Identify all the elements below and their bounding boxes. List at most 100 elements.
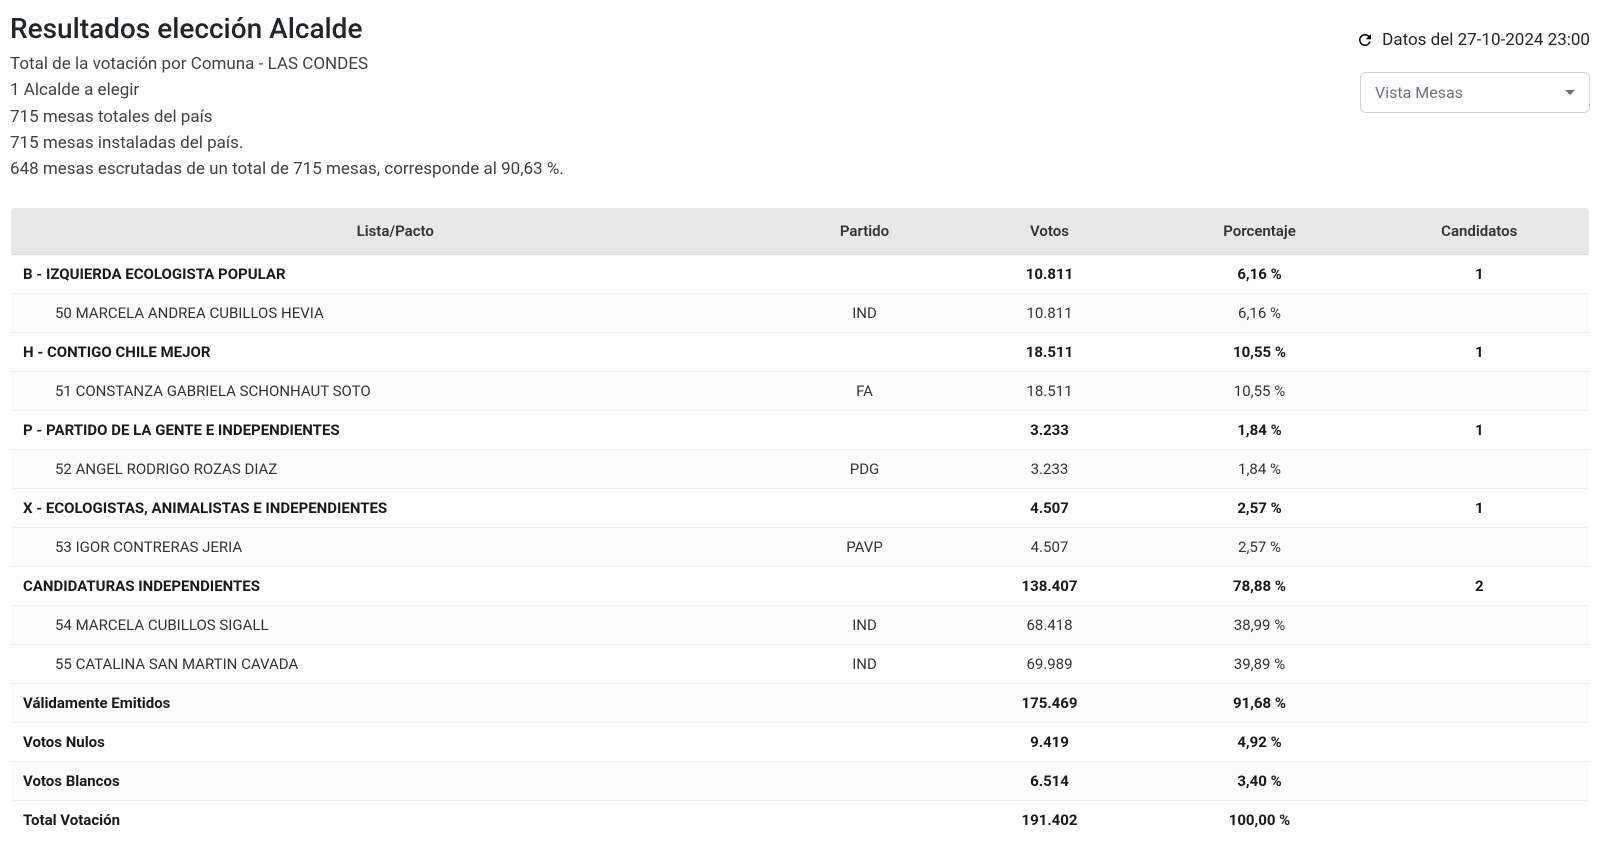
cell-cand (1370, 761, 1590, 800)
cell-name: 52 ANGEL RODRIGO ROZAS DIAZ (11, 449, 780, 488)
cell-cand: 1 (1370, 410, 1590, 449)
cell-pct: 2,57 % (1150, 527, 1370, 566)
cell-pct: 91,68 % (1150, 683, 1370, 722)
cell-votes: 18.511 (950, 332, 1150, 371)
table-row: H - CONTIGO CHILE MEJOR 18.51110,55 %1 (11, 332, 1590, 371)
table-row: 50 MARCELA ANDREA CUBILLOS HEVIAIND10.81… (11, 293, 1590, 332)
cell-name: B - IZQUIERDA ECOLOGISTA POPULAR (11, 254, 780, 293)
cell-name: Total Votación (11, 800, 780, 839)
header-region: Resultados elección Alcalde Total de la … (10, 12, 1590, 183)
cell-cand (1370, 644, 1590, 683)
cell-votes: 9.419 (950, 722, 1150, 761)
subtitle-line-3: 715 mesas totales del país (10, 104, 1356, 130)
cell-party (780, 410, 950, 449)
table-row: 53 IGOR CONTRERAS JERIAPAVP4.5072,57 % (11, 527, 1590, 566)
cell-party (780, 488, 950, 527)
caret-down-icon (1565, 90, 1575, 95)
cell-cand (1370, 449, 1590, 488)
cell-name: X - ECOLOGISTAS, ANIMALISTAS E INDEPENDI… (11, 488, 780, 527)
cell-votes: 3.233 (950, 410, 1150, 449)
cell-votes: 4.507 (950, 527, 1150, 566)
cell-name: 51 CONSTANZA GABRIELA SCHONHAUT SOTO (11, 371, 780, 410)
page-title: Resultados elección Alcalde (10, 12, 1356, 45)
cell-cand (1370, 722, 1590, 761)
timestamp-text: Datos del 27-10-2024 23:00 (1382, 30, 1590, 50)
cell-name: 54 MARCELA CUBILLOS SIGALL (11, 605, 780, 644)
cell-party (780, 800, 950, 839)
cell-party: IND (780, 293, 950, 332)
cell-votes: 191.402 (950, 800, 1150, 839)
cell-votes: 3.233 (950, 449, 1150, 488)
cell-pct: 2,57 % (1150, 488, 1370, 527)
cell-votes: 18.511 (950, 371, 1150, 410)
subtitle-line-4: 715 mesas instaladas del país. (10, 130, 1356, 156)
cell-party: FA (780, 371, 950, 410)
cell-pct: 10,55 % (1150, 332, 1370, 371)
cell-votes: 6.514 (950, 761, 1150, 800)
cell-votes: 4.507 (950, 488, 1150, 527)
cell-name: CANDIDATURAS INDEPENDIENTES (11, 566, 780, 605)
cell-party: PAVP (780, 527, 950, 566)
cell-cand: 1 (1370, 488, 1590, 527)
cell-pct: 4,92 % (1150, 722, 1370, 761)
col-header-pct: Porcentaje (1150, 207, 1370, 254)
cell-party (780, 761, 950, 800)
cell-pct: 10,55 % (1150, 371, 1370, 410)
subtitle-line-2: 1 Alcalde a elegir (10, 77, 1356, 103)
col-header-party: Partido (780, 207, 950, 254)
cell-cand (1370, 605, 1590, 644)
table-row: P - PARTIDO DE LA GENTE E INDEPENDIENTES… (11, 410, 1590, 449)
table-row: CANDIDATURAS INDEPENDIENTES 138.40778,88 … (11, 566, 1590, 605)
cell-cand (1370, 527, 1590, 566)
cell-pct: 6,16 % (1150, 254, 1370, 293)
cell-name: 50 MARCELA ANDREA CUBILLOS HEVIA (11, 293, 780, 332)
header-left: Resultados elección Alcalde Total de la … (10, 12, 1356, 183)
cell-party (780, 254, 950, 293)
cell-votes: 69.989 (950, 644, 1150, 683)
cell-votes: 68.418 (950, 605, 1150, 644)
col-header-cand: Candidatos (1370, 207, 1590, 254)
cell-votes: 10.811 (950, 293, 1150, 332)
cell-cand: 1 (1370, 332, 1590, 371)
cell-party: IND (780, 605, 950, 644)
cell-name: H - CONTIGO CHILE MEJOR (11, 332, 780, 371)
cell-cand (1370, 371, 1590, 410)
cell-party: PDG (780, 449, 950, 488)
table-header-row: Lista/Pacto Partido Votos Porcentaje Can… (11, 207, 1590, 254)
table-row: 51 CONSTANZA GABRIELA SCHONHAUT SOTOFA18… (11, 371, 1590, 410)
dropdown-selected-label: Vista Mesas (1375, 83, 1463, 102)
cell-pct: 1,84 % (1150, 410, 1370, 449)
cell-pct: 78,88 % (1150, 566, 1370, 605)
cell-name: Válidamente Emitidos (11, 683, 780, 722)
cell-cand: 1 (1370, 254, 1590, 293)
table-row: X - ECOLOGISTAS, ANIMALISTAS E INDEPENDI… (11, 488, 1590, 527)
table-row: B - IZQUIERDA ECOLOGISTA POPULAR 10.8116,… (11, 254, 1590, 293)
cell-party (780, 683, 950, 722)
cell-votes: 10.811 (950, 254, 1150, 293)
col-header-name: Lista/Pacto (11, 207, 780, 254)
cell-pct: 1,84 % (1150, 449, 1370, 488)
cell-votes: 138.407 (950, 566, 1150, 605)
cell-cand (1370, 683, 1590, 722)
cell-name: Votos Nulos (11, 722, 780, 761)
cell-pct: 39,89 % (1150, 644, 1370, 683)
col-header-votes: Votos (950, 207, 1150, 254)
cell-cand (1370, 800, 1590, 839)
cell-name: 53 IGOR CONTRERAS JERIA (11, 527, 780, 566)
table-row: 54 MARCELA CUBILLOS SIGALLIND68.41838,99… (11, 605, 1590, 644)
cell-name: 55 CATALINA SAN MARTIN CAVADA (11, 644, 780, 683)
results-table: Lista/Pacto Partido Votos Porcentaje Can… (10, 207, 1590, 840)
refresh-icon[interactable] (1356, 31, 1374, 49)
table-row: 52 ANGEL RODRIGO ROZAS DIAZPDG3.2331,84 … (11, 449, 1590, 488)
header-right: Datos del 27-10-2024 23:00 Vista Mesas (1356, 12, 1590, 113)
cell-cand (1370, 293, 1590, 332)
subtitle-line-1: Total de la votación por Comuna - LAS CO… (10, 51, 1356, 77)
cell-pct: 38,99 % (1150, 605, 1370, 644)
table-row: Total Votación 191.402100,00 % (11, 800, 1590, 839)
cell-pct: 100,00 % (1150, 800, 1370, 839)
cell-name: Votos Blancos (11, 761, 780, 800)
table-row: Votos Blancos6.5143,40 % (11, 761, 1590, 800)
table-row: Válidamente Emitidos175.46991,68 % (11, 683, 1590, 722)
table-row: 55 CATALINA SAN MARTIN CAVADAIND69.98939… (11, 644, 1590, 683)
view-dropdown[interactable]: Vista Mesas (1360, 72, 1590, 113)
